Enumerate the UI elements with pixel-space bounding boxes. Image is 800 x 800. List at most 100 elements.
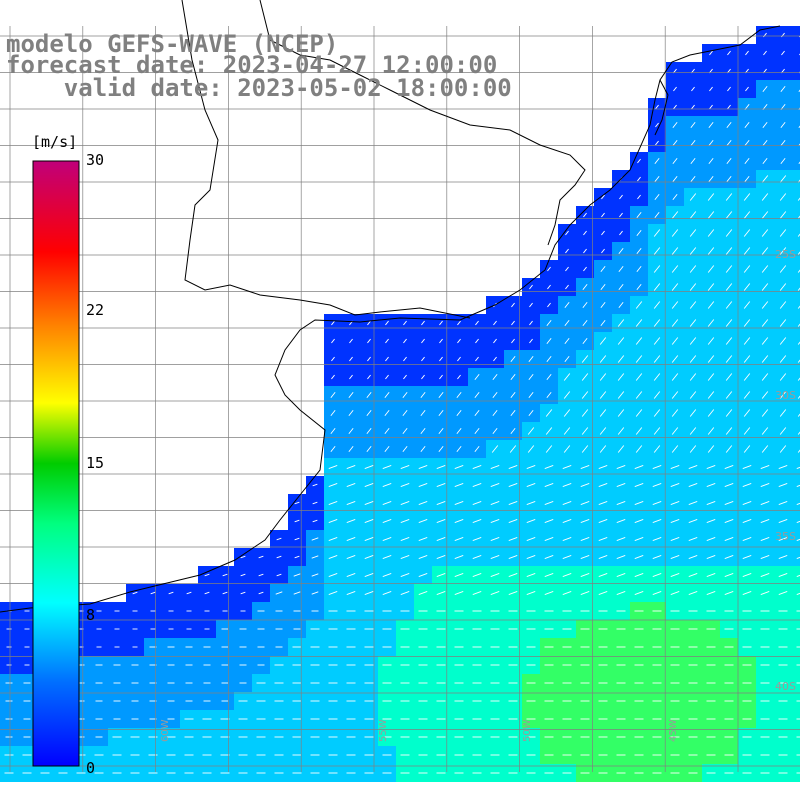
wind-arrow bbox=[690, 175, 696, 183]
wind-arrow bbox=[654, 193, 660, 201]
wind-arrow bbox=[400, 537, 410, 541]
wind-arrow bbox=[421, 356, 425, 362]
wind-arrow bbox=[744, 139, 750, 147]
wind-arrow bbox=[778, 501, 788, 505]
wind-arrow bbox=[779, 283, 787, 291]
wind-arrow bbox=[743, 247, 751, 255]
field-cell bbox=[792, 602, 800, 620]
wind-arrow bbox=[652, 483, 662, 487]
wind-arrow bbox=[186, 591, 192, 595]
wind-arrow bbox=[547, 266, 551, 272]
wind-arrow bbox=[349, 374, 353, 380]
wind-arrow bbox=[743, 427, 751, 435]
wind-arrow bbox=[691, 86, 695, 92]
wind-arrow bbox=[688, 465, 698, 469]
wind-arrow bbox=[724, 555, 734, 559]
wind-arrow bbox=[601, 230, 605, 236]
wind-arrow bbox=[779, 247, 787, 255]
wind-arrow bbox=[526, 537, 536, 541]
wind-arrow bbox=[436, 483, 446, 487]
wind-arrow bbox=[743, 265, 751, 273]
wind-arrow bbox=[600, 319, 606, 327]
wind-arrow bbox=[725, 283, 733, 291]
wind-arrow bbox=[385, 374, 389, 380]
wind-arrow bbox=[510, 427, 516, 435]
wind-arrow bbox=[312, 519, 318, 523]
wind-arrow bbox=[526, 519, 536, 523]
wind-arrow bbox=[565, 230, 569, 236]
wind-arrow bbox=[652, 573, 662, 577]
wind-arrow bbox=[564, 337, 570, 345]
wind-arrow bbox=[724, 573, 734, 577]
wind-arrow bbox=[580, 591, 590, 595]
wind-arrow bbox=[511, 338, 515, 344]
field-cell bbox=[792, 710, 800, 728]
wind-arrow bbox=[655, 122, 659, 128]
wind-arrow bbox=[546, 337, 552, 345]
wind-arrow bbox=[367, 374, 371, 380]
wind-arrow bbox=[652, 465, 662, 469]
field-cell bbox=[792, 386, 800, 404]
wind-arrow bbox=[366, 445, 372, 453]
title-model: modelo GEFS-WAVE (NCEP) bbox=[6, 30, 339, 58]
wind-arrow bbox=[599, 373, 607, 381]
wind-arrow bbox=[671, 409, 679, 417]
wind-arrow bbox=[688, 483, 698, 487]
wind-arrow bbox=[472, 501, 482, 505]
wind-arrow bbox=[671, 283, 679, 291]
wind-arrow bbox=[779, 373, 787, 381]
wind-arrow bbox=[402, 445, 408, 453]
wind-arrow bbox=[778, 591, 788, 595]
wind-arrow bbox=[439, 374, 443, 380]
wind-arrow bbox=[328, 555, 338, 559]
wind-arrow bbox=[563, 391, 571, 399]
wind-arrow bbox=[690, 121, 696, 129]
wind-arrow bbox=[797, 215, 800, 219]
wind-arrow bbox=[403, 374, 407, 380]
wind-arrow bbox=[420, 391, 426, 399]
wind-arrow bbox=[439, 356, 443, 362]
wind-arrow bbox=[635, 391, 643, 399]
wind-arrow bbox=[778, 573, 788, 577]
wind-arrow bbox=[457, 374, 461, 380]
wind-arrow bbox=[382, 483, 392, 487]
field-cell bbox=[792, 566, 800, 584]
wind-arrow bbox=[636, 247, 642, 255]
wind-arrow bbox=[635, 445, 643, 453]
wind-arrow bbox=[744, 157, 750, 165]
wind-arrow bbox=[346, 519, 356, 523]
wind-arrow bbox=[745, 86, 749, 92]
wind-arrow bbox=[528, 355, 534, 363]
wind-arrow bbox=[671, 265, 679, 273]
wind-arrow bbox=[779, 175, 787, 183]
wind-arrow bbox=[743, 391, 751, 399]
wind-arrow bbox=[636, 211, 642, 219]
wind-arrow bbox=[743, 229, 751, 237]
wind-arrow bbox=[526, 591, 536, 595]
wind-arrow bbox=[762, 85, 768, 93]
wind-arrow bbox=[797, 449, 800, 453]
wind-arrow bbox=[689, 211, 697, 219]
wind-arrow bbox=[725, 445, 733, 453]
wind-arrow bbox=[583, 248, 587, 254]
wind-arrow bbox=[328, 501, 338, 505]
wind-arrow bbox=[616, 465, 626, 469]
wind-arrow bbox=[617, 319, 625, 327]
wind-arrow bbox=[743, 301, 751, 309]
wind-arrow bbox=[652, 501, 662, 505]
wind-arrow bbox=[743, 409, 751, 417]
wind-arrow bbox=[599, 337, 607, 345]
wind-arrow bbox=[403, 356, 407, 362]
wind-arrow bbox=[797, 233, 800, 237]
wind-arrow bbox=[725, 229, 733, 237]
wind-arrow bbox=[672, 139, 678, 147]
wind-arrow bbox=[204, 573, 210, 577]
wind-arrow bbox=[418, 465, 428, 469]
wind-arrow bbox=[670, 591, 680, 595]
wind-arrow bbox=[599, 445, 607, 453]
wind-arrow bbox=[691, 104, 695, 110]
wind-arrow bbox=[382, 537, 392, 541]
field-cell bbox=[792, 134, 800, 152]
wind-arrow bbox=[457, 338, 461, 344]
wind-arrow bbox=[490, 573, 500, 577]
